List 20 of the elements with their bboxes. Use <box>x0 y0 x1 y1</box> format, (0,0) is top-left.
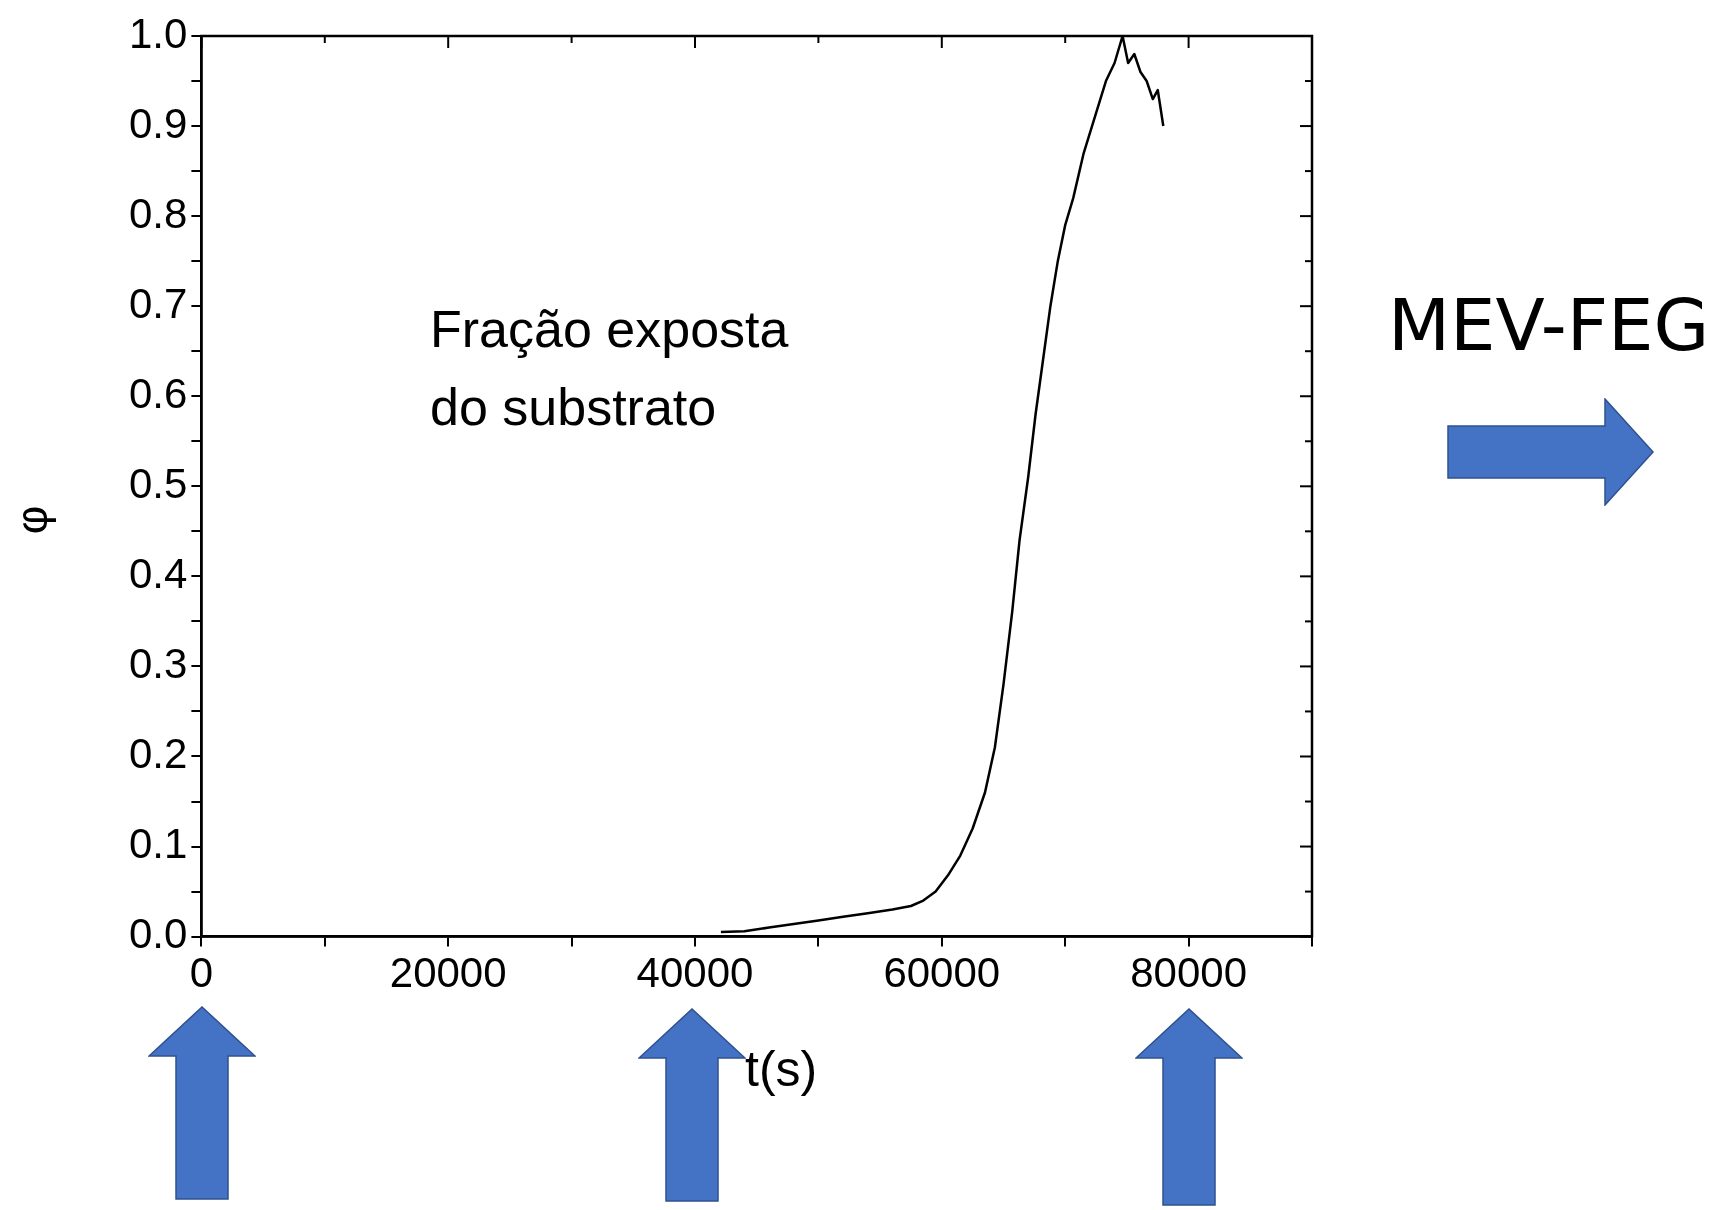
y-tick-label: 0.0 <box>129 910 188 958</box>
y-tick-label: 0.7 <box>129 279 188 327</box>
y-tick-label: 0.8 <box>129 189 188 237</box>
y-tick-label: 1.0 <box>129 9 188 57</box>
annotation: Fração exposta do substrato <box>430 299 789 438</box>
x-tick-label: 60000 <box>883 949 1001 997</box>
y-tick-label: 0.6 <box>129 369 188 417</box>
y-axis-title: φ <box>7 505 58 535</box>
x-tick-label: 20000 <box>389 949 507 997</box>
x-tick-label: 0 <box>189 949 214 997</box>
y-tick-label: 0.3 <box>129 640 188 687</box>
y-tick-label: 0.2 <box>129 730 188 778</box>
y-tick-label: 0.1 <box>129 820 188 868</box>
y-tick-label: 0.9 <box>129 99 188 147</box>
y-tick-label: 0.4 <box>129 549 188 597</box>
text: MEV-FEG <box>1388 283 1710 367</box>
x-tick-label: 40000 <box>636 949 754 997</box>
x-tick-label: 80000 <box>1130 949 1247 997</box>
y-tick-label: 0.5 <box>129 459 188 507</box>
x-axis-title: t(s) <box>745 1040 818 1098</box>
